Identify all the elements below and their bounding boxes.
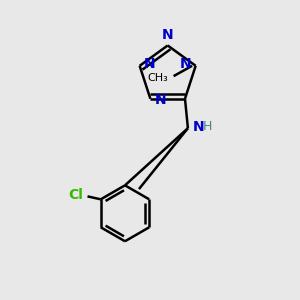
Text: N: N	[180, 57, 191, 71]
Text: N: N	[162, 28, 173, 42]
Text: N: N	[154, 93, 166, 107]
Text: N: N	[144, 57, 155, 71]
Text: H: H	[203, 120, 213, 133]
Text: N: N	[192, 120, 204, 134]
Text: Cl: Cl	[68, 188, 83, 202]
Text: CH₃: CH₃	[148, 74, 169, 83]
